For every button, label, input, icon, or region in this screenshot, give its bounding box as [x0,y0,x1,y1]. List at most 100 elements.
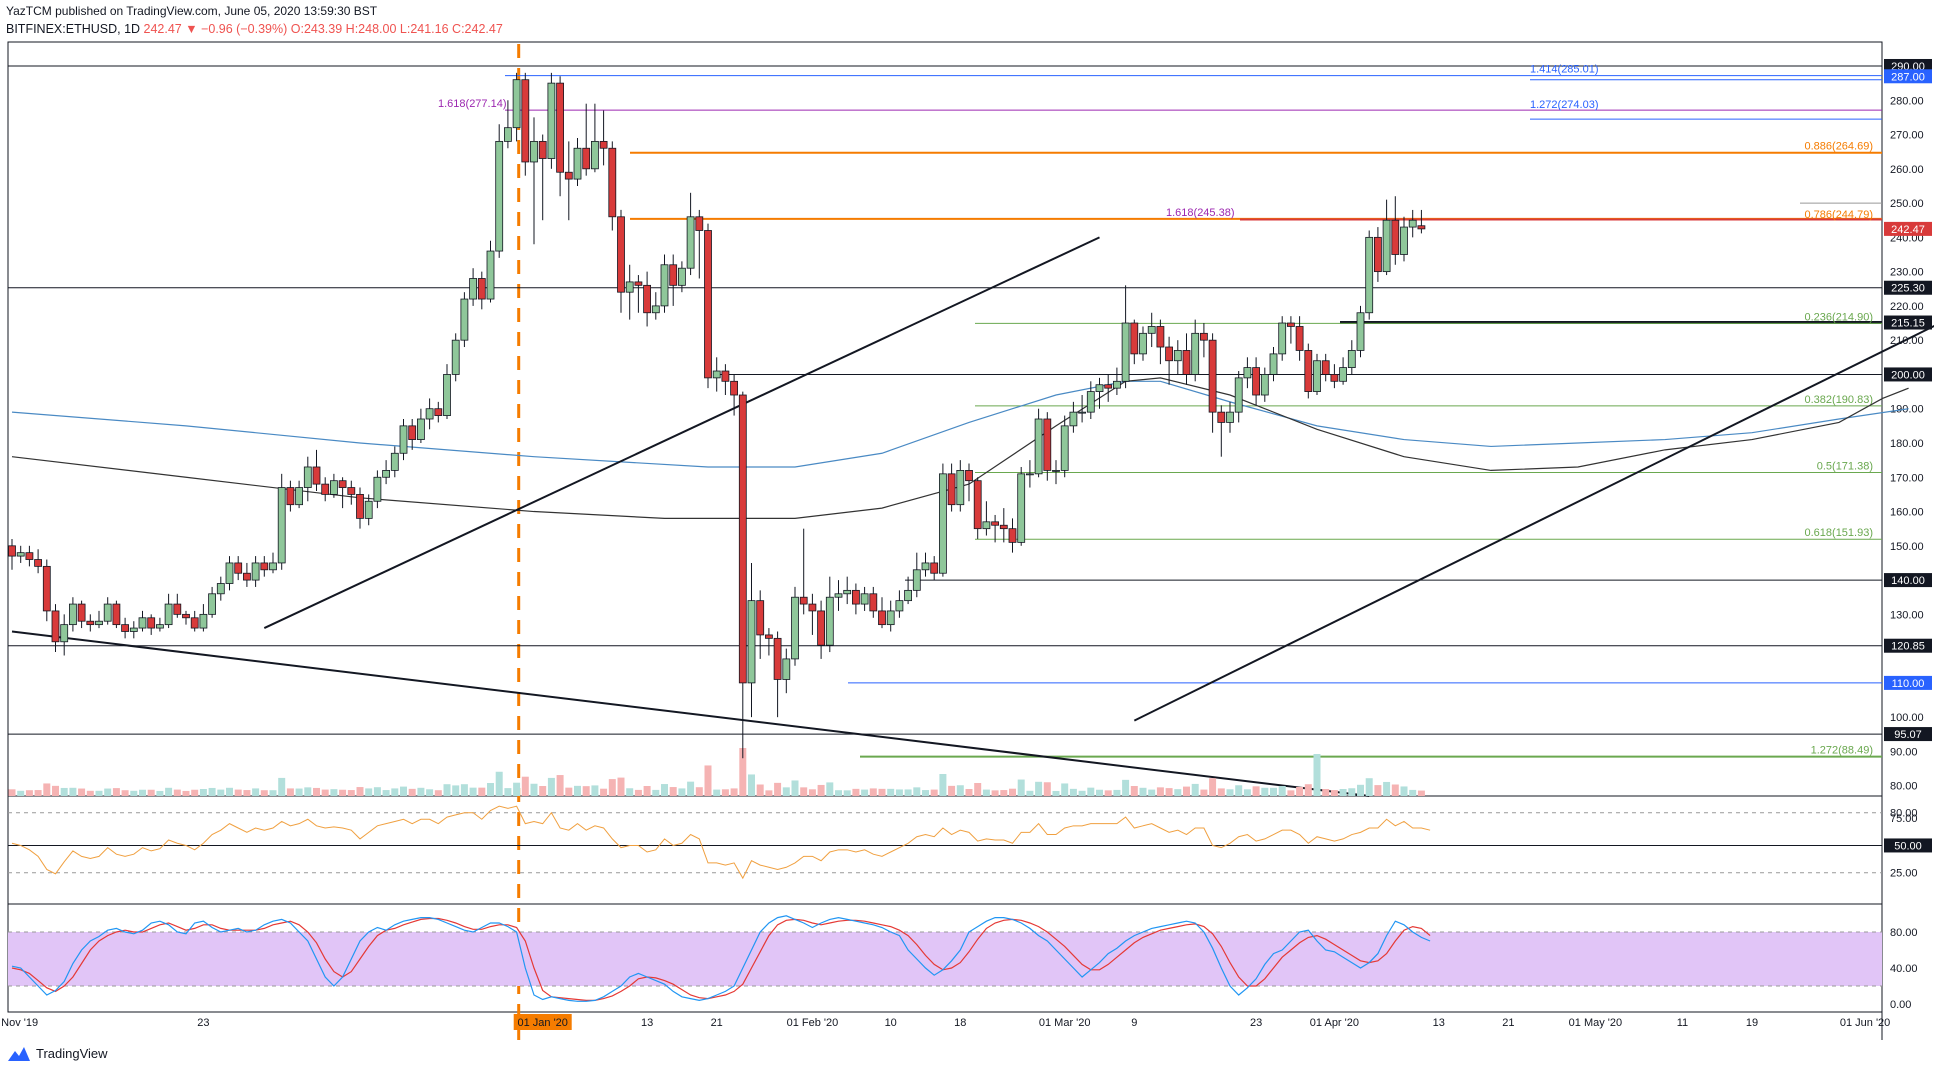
volume-bar [147,789,155,796]
candle-body [686,216,695,269]
price-axis-label: 230.00 [1890,267,1924,279]
candle-body [242,572,251,581]
volume-bar [704,765,712,796]
price-axis-label: 220.00 [1890,301,1924,313]
candle-body [1269,353,1278,375]
volume-bar [1278,786,1286,796]
fib-label: 0.886(264.69) [1805,141,1874,153]
volume-bar [391,788,399,796]
price-tag [1884,727,1932,742]
fib-label: 1.272(88.49) [1811,745,1873,757]
volume-bar [652,789,660,796]
volume-bar [1087,787,1095,796]
candle-body [1043,418,1052,471]
volume-bar [982,789,990,796]
candle-body [112,603,121,626]
candle-body [1026,473,1034,476]
trendline [263,236,1100,629]
volume-bar [1200,789,1208,796]
price-axis-label: 280.00 [1890,95,1924,107]
volume-bar [443,784,451,796]
volume-bar [530,783,538,796]
candle-body [1191,332,1200,375]
candle-body [669,264,678,286]
volume-bar [1304,784,1312,796]
candle-body [1304,350,1313,392]
candle-body [756,600,765,636]
candle-body [825,596,834,646]
fib-label: 0.618(151.93) [1805,527,1874,539]
candle-body [1295,326,1304,351]
time-axis-label: 01 Mar '20 [1039,1017,1091,1029]
volume-bar [408,788,416,796]
volume-bar [1235,785,1243,796]
volume-bar [165,787,173,796]
tradingview-brand[interactable]: TradingView [8,1046,108,1061]
candle-body [982,521,991,530]
time-axis-label: 01 Nov '19 [0,1017,38,1029]
time-axis-label: 11 [1677,1017,1688,1029]
rsi-line [11,805,1431,880]
candle-body [1243,367,1252,379]
volume-bar [1226,789,1234,796]
time-axis-label: 23 [1250,1017,1262,1029]
rsi-axis-label: 25.00 [1890,868,1918,880]
volume-bar [1252,786,1260,796]
volume-bar [260,790,268,796]
volume-bar [869,788,877,796]
candle-body [521,79,530,163]
price-tag-label: 287.00 [1891,71,1925,83]
price-axis-label: 130.00 [1890,609,1924,621]
candle-body [503,127,512,142]
volume-bar [269,790,277,796]
fib-label: 1.272(274.03) [1530,99,1599,111]
candle-body [947,473,956,506]
volume-bar [721,789,729,796]
rsi-axis-label: 80.00 [1890,808,1918,820]
candle-body [860,593,869,605]
volume-bar [695,787,703,796]
candle-body [721,370,730,382]
candle-body [373,476,382,502]
time-axis-label: 01 Feb '20 [787,1017,839,1029]
candle-body [1374,236,1382,273]
volume-bar [226,787,233,796]
candle-body [443,374,451,416]
candle-body [930,562,939,574]
price-tag-label: 200.00 [1891,369,1925,381]
candle-body [852,589,860,605]
volume-bar [373,787,381,796]
volume-bar [321,789,329,796]
candle-body [60,624,69,643]
volume-bar [826,782,834,796]
symbol-ohlc-line: BITFINEX:ETHUSD, 1D 242.47 ▼ −0.96 (−0.3… [6,22,503,36]
volume-bar [1096,789,1103,796]
price-tag-label: 242.47 [1891,224,1925,236]
price-tag-label: 215.15 [1891,318,1925,330]
time-axis-label: 13 [1433,1017,1445,1029]
price-tag-label: 140.00 [1891,575,1925,587]
volume-bar [1322,789,1330,796]
candle-body [1417,225,1426,230]
volume-bar [582,786,590,796]
price-tag-label: 95.07 [1894,729,1922,741]
candle-body [1121,322,1130,382]
candle-body [1139,332,1147,355]
candle-body [869,593,878,612]
candle-body [591,140,599,170]
candle-body [747,600,756,684]
volume-bar [521,776,529,796]
stoch-axis-label: 80.00 [1890,927,1918,939]
candle-body [382,470,391,478]
volume-bar [1374,785,1382,796]
volume-bar [1243,789,1251,796]
candle-body [86,620,95,626]
volume-bar [1035,781,1043,796]
volume-bar [252,788,260,796]
candle-body [34,559,42,567]
volume-bar [1122,779,1130,796]
candle-body [834,593,843,598]
candle-body [199,613,208,629]
symbol-label[interactable]: BITFINEX:ETHUSD, 1D [6,22,141,36]
